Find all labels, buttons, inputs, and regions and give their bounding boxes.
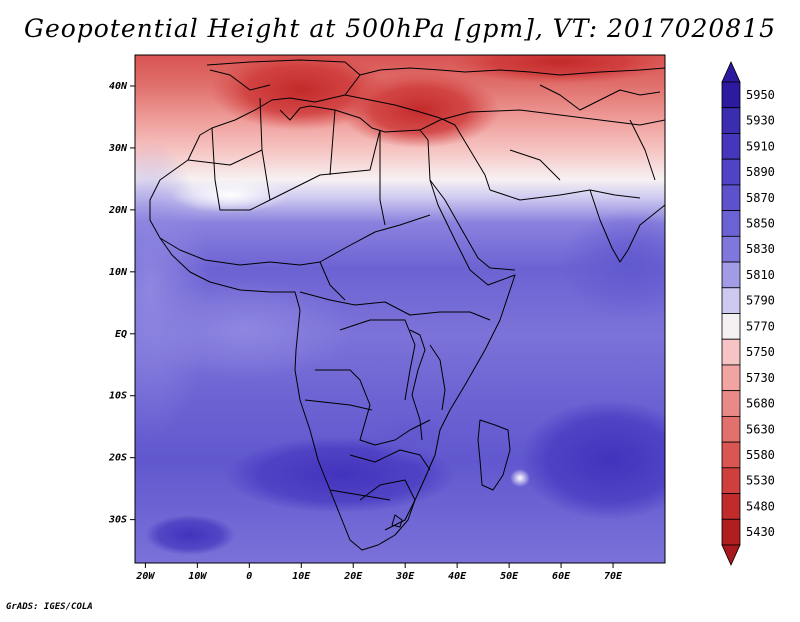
- colorbar-label: 5750: [746, 345, 775, 359]
- colorbar-swatch: [721, 107, 741, 134]
- colorbar-swatch: [721, 338, 741, 366]
- lat-tick-label: EQ: [115, 329, 127, 340]
- colorbar-label: 5890: [746, 165, 775, 179]
- lat-tick-label: 10S: [109, 391, 127, 402]
- grads-credit: GrADS: IGES/COLA: [6, 602, 93, 612]
- lat-tick-label: 30S: [108, 515, 127, 526]
- colorbar-swatch: [721, 390, 741, 417]
- colorbar-swatch: [721, 493, 741, 520]
- height-field: [135, 55, 665, 563]
- colorbar-swatch: [721, 415, 741, 443]
- lon-tick-label: 70E: [604, 571, 623, 582]
- colorbar-swatch: [721, 184, 741, 212]
- colorbar-bottom-arrow: [721, 544, 741, 566]
- lon-tick-label: 20W: [135, 571, 155, 582]
- colorbar-swatch: [721, 518, 741, 546]
- colorbar-swatch: [721, 467, 741, 494]
- colorbar-label: 5790: [746, 294, 775, 308]
- lon-tick-label: 10E: [292, 571, 311, 582]
- colorbar-swatch: [721, 235, 741, 263]
- lat-tick-label: 20S: [108, 453, 127, 464]
- colorbar-top-arrow: [721, 61, 741, 83]
- map-frame: [134, 54, 666, 564]
- longitude-ticks: 20W 10W 0 10E 20E 30E 40E 50E 60E 70E: [135, 563, 623, 582]
- colorbar-label: 5680: [746, 397, 775, 411]
- lat-tick-label: 10N: [109, 267, 128, 278]
- country-borders: [149, 59, 665, 551]
- colorbar-label: 5810: [746, 268, 775, 282]
- lat-tick-label: 30N: [108, 143, 128, 154]
- colorbar-label: 5830: [746, 242, 775, 256]
- colorbar: 5950 5930 5910 5890 5870 5850 5830 5810 5790 5770…: [721, 61, 775, 566]
- colorbar-label: 5870: [746, 191, 775, 205]
- colorbar-label: 5850: [746, 216, 775, 230]
- colorbar-label: 5530: [746, 474, 775, 488]
- lat-tick-label: 20N: [108, 205, 128, 216]
- colorbar-label: 5930: [746, 114, 775, 128]
- colorbar-swatch: [721, 313, 741, 340]
- lon-tick-label: 0: [246, 571, 252, 582]
- colorbar-label: 5910: [746, 139, 775, 153]
- colorbar-swatch: [721, 133, 741, 160]
- lon-tick-label: 20E: [343, 571, 363, 582]
- colorbar-swatch: [721, 261, 741, 289]
- colorbar-swatch: [721, 158, 741, 186]
- lon-tick-label: 10W: [188, 571, 207, 582]
- colorbar-label: 5630: [746, 422, 775, 436]
- lon-tick-label: 40E: [448, 571, 467, 582]
- colorbar-label: 5580: [746, 448, 775, 462]
- colorbar-label: 5430: [746, 525, 775, 539]
- lon-tick-label: 50E: [500, 571, 519, 582]
- colorbar-swatch: [721, 210, 741, 237]
- lon-tick-label: 60E: [552, 571, 571, 582]
- colorbar-label: 5730: [746, 371, 775, 385]
- page-title: Geopotential Height at 500hPa [gpm], VT:…: [23, 14, 777, 43]
- lat-tick-label: 40N: [109, 81, 128, 92]
- latitude-ticks: 40N 30N 20N 10N EQ 10S 20S 30S: [108, 81, 135, 526]
- colorbar-label: 5770: [746, 319, 775, 333]
- colorbar-swatch: [721, 81, 741, 109]
- colorbar-label: 5480: [746, 499, 775, 513]
- colorbar-swatch: [721, 364, 741, 392]
- colorbar-swatch: [721, 287, 741, 314]
- lon-tick-label: 30E: [395, 571, 415, 582]
- colorbar-label: 5950: [746, 88, 775, 102]
- colorbar-swatch: [721, 441, 741, 469]
